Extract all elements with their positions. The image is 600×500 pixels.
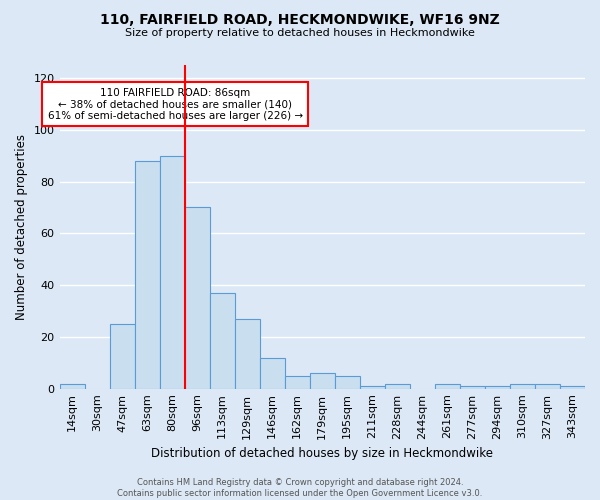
Bar	[360, 386, 385, 388]
Bar	[59, 384, 85, 388]
Bar	[485, 386, 510, 388]
Bar	[435, 384, 460, 388]
Bar	[235, 319, 260, 388]
Bar	[460, 386, 485, 388]
Bar	[185, 208, 209, 388]
Bar	[285, 376, 310, 388]
Text: 110, FAIRFIELD ROAD, HECKMONDWIKE, WF16 9NZ: 110, FAIRFIELD ROAD, HECKMONDWIKE, WF16 …	[100, 12, 500, 26]
Bar	[310, 373, 335, 388]
Bar	[535, 384, 560, 388]
Bar	[160, 156, 185, 388]
Bar	[110, 324, 134, 388]
Bar	[335, 376, 360, 388]
Text: 110 FAIRFIELD ROAD: 86sqm
← 38% of detached houses are smaller (140)
61% of semi: 110 FAIRFIELD ROAD: 86sqm ← 38% of detac…	[47, 88, 303, 121]
Bar	[560, 386, 585, 388]
Text: Contains HM Land Registry data © Crown copyright and database right 2024.
Contai: Contains HM Land Registry data © Crown c…	[118, 478, 482, 498]
Bar	[260, 358, 285, 388]
X-axis label: Distribution of detached houses by size in Heckmondwike: Distribution of detached houses by size …	[151, 447, 493, 460]
Y-axis label: Number of detached properties: Number of detached properties	[15, 134, 28, 320]
Bar	[134, 161, 160, 388]
Text: Size of property relative to detached houses in Heckmondwike: Size of property relative to detached ho…	[125, 28, 475, 38]
Bar	[209, 293, 235, 388]
Bar	[385, 384, 410, 388]
Bar	[510, 384, 535, 388]
